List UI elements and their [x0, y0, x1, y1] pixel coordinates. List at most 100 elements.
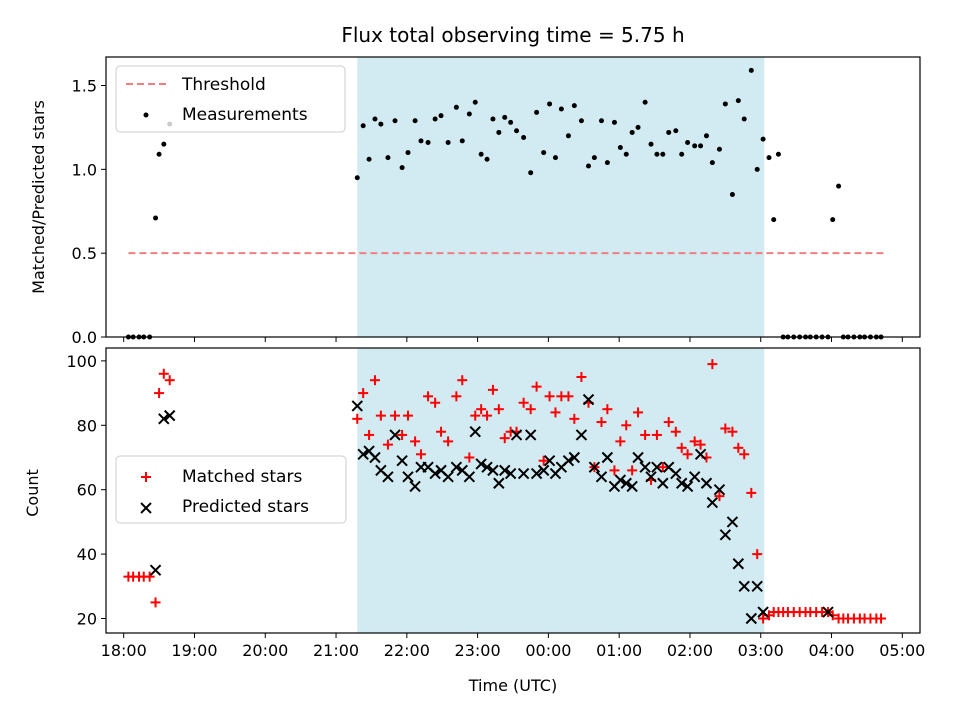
predicted-stars-legend-label: Predicted stars [182, 497, 309, 517]
predicted-star-point [389, 429, 401, 441]
x-tick-label: 04:00 [808, 641, 854, 660]
matched-star-point [621, 420, 632, 431]
measurement-point [830, 217, 836, 223]
matched-star-point [158, 368, 169, 379]
predicted-star-point [442, 471, 454, 483]
predicted-star-point [595, 471, 608, 483]
predicted-star-point [751, 580, 763, 593]
measurement-point [692, 143, 698, 149]
predicted-star-point [706, 496, 719, 509]
predicted-star-point [396, 455, 408, 467]
measurement-point [623, 151, 629, 157]
measurement-point [604, 160, 610, 166]
predicted-star-point [450, 461, 463, 473]
matched-star-point [733, 442, 744, 453]
measurement-point [836, 183, 842, 189]
predicted-star-point [726, 516, 739, 528]
matched-star-point [358, 388, 369, 399]
predicted-star-point [158, 413, 170, 425]
matched-stars-legend-label: Matched stars [182, 467, 302, 487]
predicted-star-point [382, 471, 394, 483]
measurement-point [490, 116, 496, 122]
bottom-plot-frame [105, 347, 921, 634]
top-panel: 0.0 0.5 1.0 1.5 Matched/Predicted stars Thr… [29, 56, 921, 347]
measurement-point [552, 155, 558, 161]
matched-star-point [499, 433, 510, 444]
matched-star-point [695, 439, 706, 450]
x-tick-label: 05:00 [879, 641, 925, 660]
y-tick-label: 0.5 [72, 244, 97, 263]
measurement-point [598, 118, 604, 124]
measurement-point [754, 166, 760, 172]
x-tick-label: 19:00 [171, 641, 217, 660]
measurement-point [660, 151, 666, 157]
bottom-legend: Matched stars Predicted stars [115, 455, 347, 524]
matched-star-point [352, 413, 363, 424]
y-tick-label: 60 [77, 481, 97, 500]
matched-star-point [689, 436, 700, 447]
measurements-legend-swatch [143, 112, 149, 118]
bottom-y-ticks: 20 40 60 80 100 [66, 352, 106, 629]
predicted-star-point [351, 400, 363, 412]
matched-star-point [375, 410, 386, 421]
measurement-point [514, 128, 520, 134]
measurement-point [508, 119, 514, 125]
measurement-point [466, 111, 472, 117]
matched-stars-legend-swatch [141, 472, 151, 482]
predicted-star-point [632, 451, 644, 464]
matched-star-point [150, 597, 161, 608]
predicted-star-point [481, 461, 493, 473]
matched-star-point [627, 465, 638, 476]
measurement-point [445, 140, 451, 146]
predicted-star-point [639, 461, 651, 473]
top-chart-title: Flux total observing time = 5.75 h [341, 23, 684, 47]
matched-star-point [470, 410, 481, 421]
matched-star-point [682, 449, 693, 460]
measurement-point [459, 138, 465, 144]
matched-star-point [640, 429, 651, 440]
y-tick-label: 40 [77, 545, 97, 564]
measurement-point [586, 163, 592, 169]
measurement-point [472, 99, 478, 105]
predicted-star-point [700, 477, 713, 489]
measurement-point [685, 140, 691, 146]
y-tick-label: 0.0 [72, 328, 97, 347]
predicted-star-point [822, 606, 834, 618]
measurement-point [709, 160, 715, 166]
measurement-points [125, 67, 884, 340]
predicted-stars-legend-swatch [140, 502, 152, 514]
bottom-legend-box [115, 455, 347, 524]
y-tick-label: 100 [66, 352, 97, 371]
matched-star-point [609, 465, 620, 476]
predicted-star-point [510, 429, 523, 441]
measurement-point [703, 133, 709, 139]
matched-star-point [415, 449, 426, 460]
matched-star-point [651, 429, 662, 440]
matched-star-point [563, 391, 574, 402]
matched-star-point [657, 462, 668, 473]
measurement-point [578, 118, 584, 124]
matched-star-point [538, 455, 549, 466]
x-tick-label: 21:00 [313, 641, 359, 660]
predicted-star-point [429, 467, 441, 480]
predicted-star-point [719, 529, 732, 541]
predicted-star-point [402, 471, 414, 483]
measurement-point [629, 129, 635, 135]
measurement-point [453, 104, 459, 110]
measurement-point [741, 116, 747, 122]
measurement-point [760, 136, 766, 142]
predicted-star-point [475, 458, 487, 470]
predicted-star-point [543, 455, 556, 467]
matched-star-point [720, 423, 731, 434]
matched-star-point [663, 417, 674, 428]
top-observing-window-span [357, 57, 765, 337]
matched-star-point [364, 429, 375, 440]
matched-star-point [576, 371, 587, 382]
x-axis-label: Time (UTC) [468, 676, 557, 695]
matched-star-point [382, 439, 393, 450]
measurement-point [547, 101, 553, 107]
matched-star-point [596, 417, 607, 428]
matched-star-point [451, 391, 462, 402]
matched-star-point [525, 404, 536, 415]
matched-star-point [410, 436, 421, 447]
